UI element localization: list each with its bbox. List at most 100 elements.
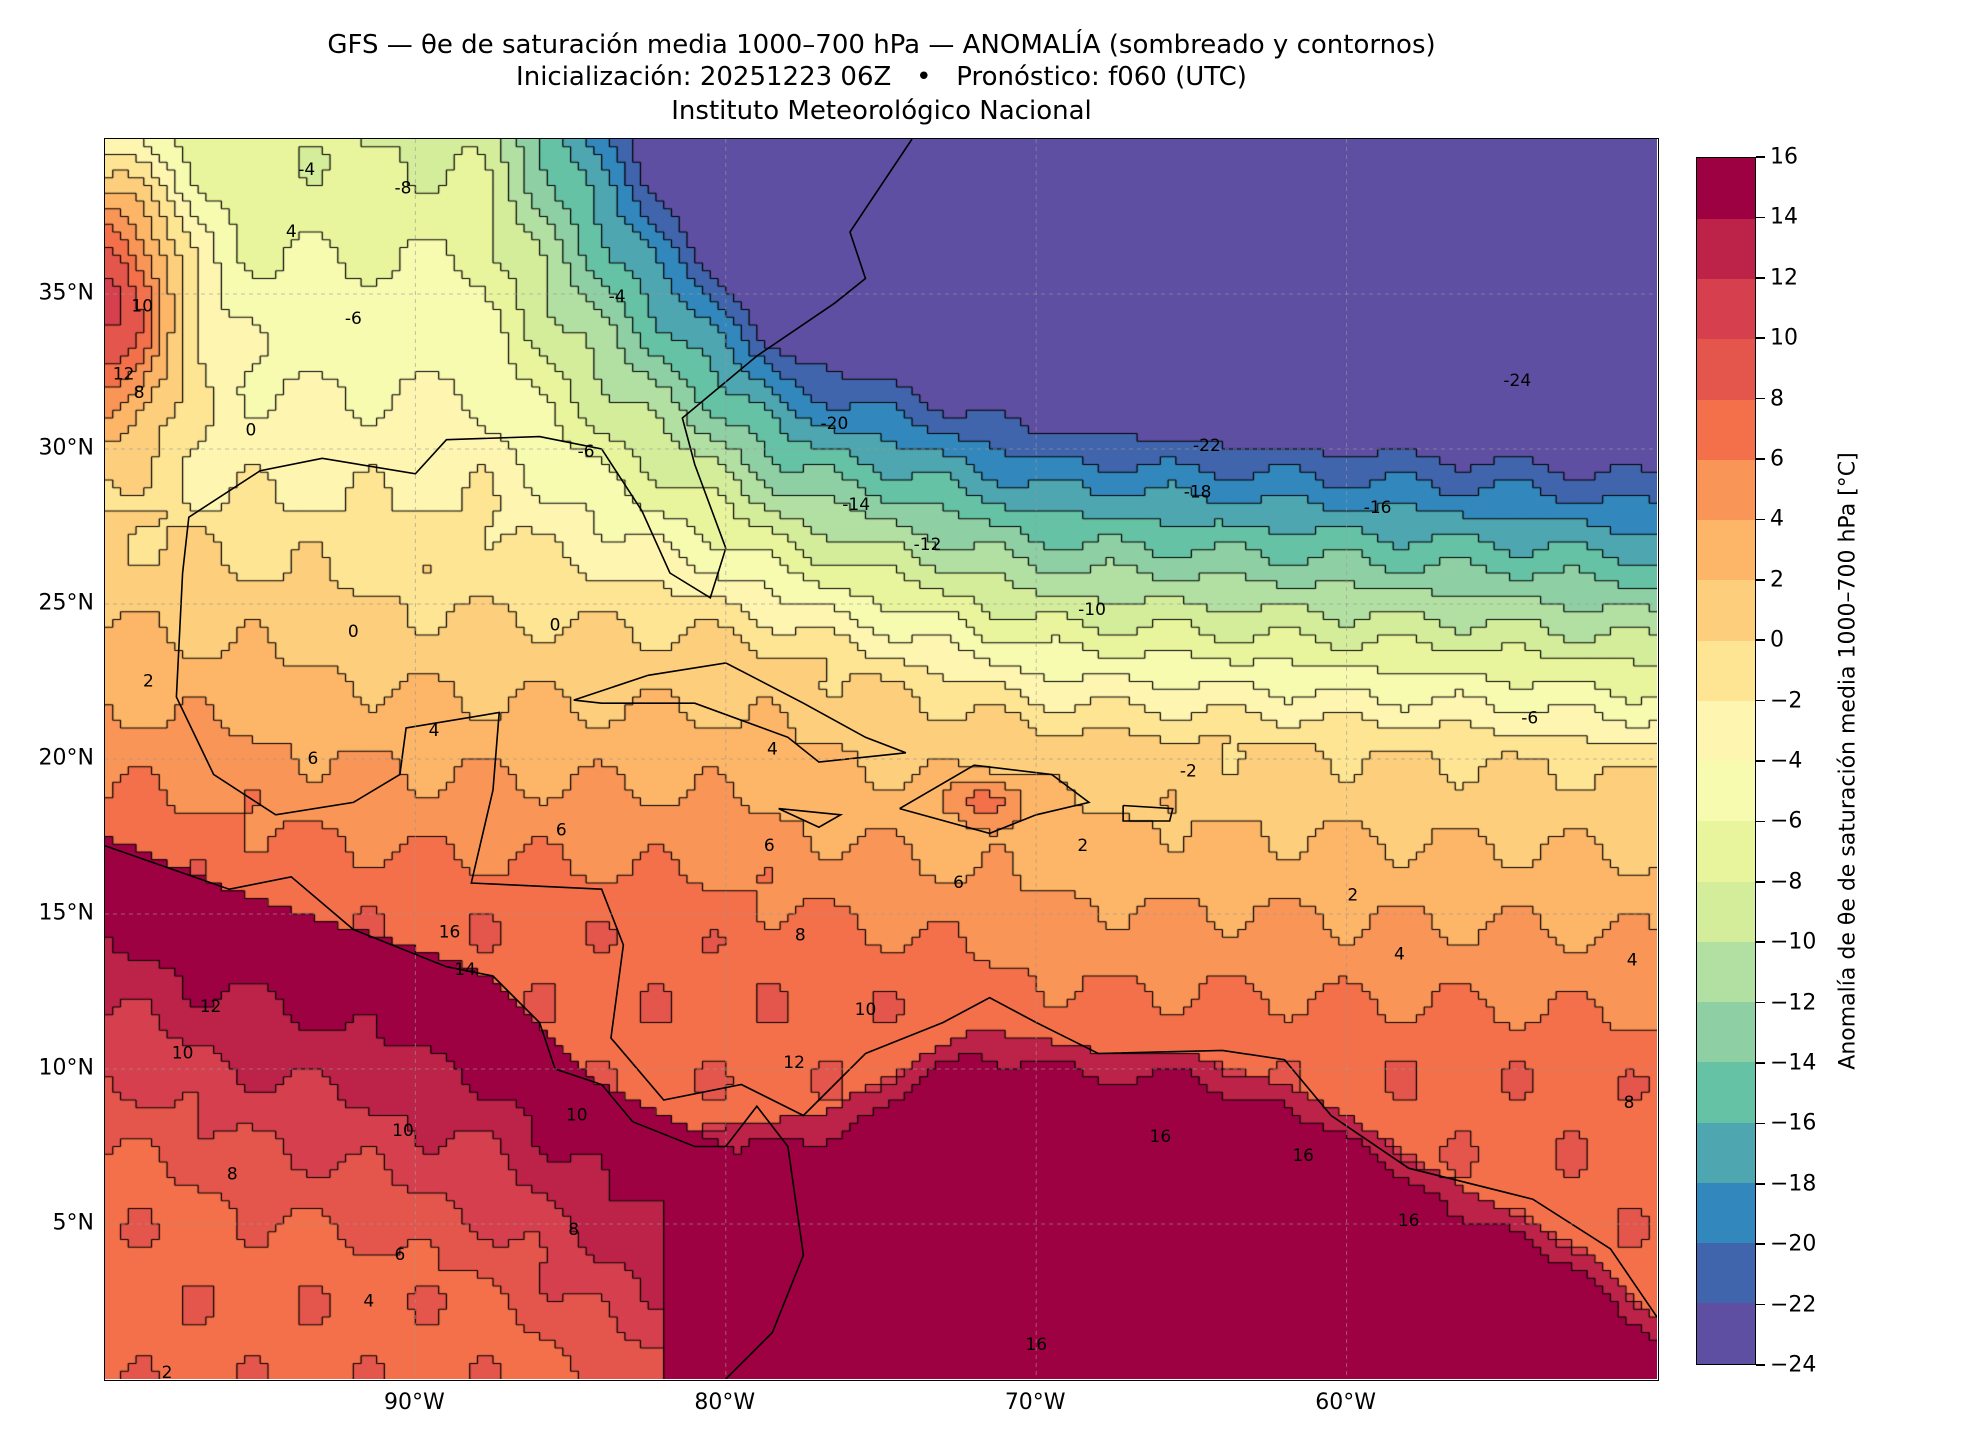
colorbar-tick-mark: [1756, 699, 1765, 702]
contour-label: 8: [227, 1164, 238, 1184]
contour-label: 10: [392, 1121, 414, 1141]
coastline: [181, 139, 913, 600]
colorbar-tick-mark: [1756, 518, 1765, 521]
colorbar-tick-label: 2: [1770, 567, 1784, 593]
contour-label: 12: [783, 1053, 805, 1073]
lat-tick-label: 35°N: [38, 280, 94, 306]
contour-label: 0: [550, 616, 561, 636]
contour-label: 10: [566, 1106, 588, 1126]
colorbar-tick-label: 4: [1770, 506, 1784, 532]
contour-label: 2: [143, 672, 154, 692]
lon-tick-label: 70°W: [1004, 1390, 1066, 1415]
colorbar-tick-mark: [1756, 458, 1765, 460]
contour-label: 16: [1398, 1211, 1420, 1231]
contour-label: 6: [394, 1245, 405, 1265]
colorbar-tick-mark: [1756, 277, 1765, 279]
contour-label: 10: [131, 296, 153, 316]
contour-label: 6: [764, 836, 775, 856]
colorbar-swatch: [1697, 399, 1755, 460]
colorbar-tick-label: −18: [1770, 1171, 1817, 1197]
colorbar-swatch: [1697, 820, 1755, 882]
map-axes: -24 -22 -20 -18 -16 -14 -12 -10 -6 -2 -8 -6 -4 -4 -6 0 0…: [104, 138, 1659, 1381]
colorbar-swatch: [1697, 1122, 1755, 1183]
contour-label: 2: [1077, 836, 1088, 856]
colorbar-tick-label: −22: [1770, 1292, 1817, 1318]
contour-label: -4: [609, 287, 626, 307]
colorbar-tick-label: −6: [1770, 808, 1803, 834]
lat-tick-label: 15°N: [38, 900, 94, 926]
colorbar-tick-label: 16: [1770, 144, 1798, 170]
colorbar-tick-mark: [1756, 1062, 1765, 1064]
contour-label: 4: [286, 222, 297, 242]
contour-label: 4: [1394, 944, 1405, 964]
colorbar-tick-mark: [1756, 820, 1765, 823]
contour-label: -6: [1521, 709, 1538, 729]
contour-label: -4: [298, 160, 315, 180]
colorbar-swatch: [1697, 1001, 1755, 1063]
colorbar-tick-label: −16: [1770, 1110, 1817, 1136]
colorbar-tick-label: 8: [1770, 386, 1784, 412]
colorbar-swatch: [1697, 459, 1755, 520]
lon-tick-label: 90°W: [384, 1390, 445, 1415]
colorbar-swatch: [1697, 158, 1755, 219]
colorbar-tick-mark: [1756, 156, 1765, 158]
contour-label: -20: [821, 414, 849, 434]
contour-label: 4: [1627, 951, 1638, 971]
contour-label: 10: [172, 1044, 194, 1064]
contour-label: 8: [1624, 1093, 1635, 1113]
lat-tick-label: 5°N: [52, 1210, 94, 1236]
colorbar-tick-label: 14: [1770, 204, 1798, 230]
colorbar-swatch: [1697, 1182, 1755, 1243]
colorbar-tick-mark: [1756, 1001, 1765, 1004]
contour-label: 16: [1150, 1127, 1172, 1147]
colorbar-swatch: [1697, 278, 1755, 340]
colorbar-tick-label: −24: [1770, 1352, 1817, 1378]
colorbar-swatch: [1697, 579, 1755, 641]
contour-label: 6: [308, 749, 319, 769]
lat-tick-label: 30°N: [38, 435, 94, 461]
contour-label: -14: [842, 495, 870, 515]
colorbar-tick-label: 6: [1770, 446, 1784, 472]
colorbar-tick-mark: [1756, 941, 1765, 943]
lon-tick-label: 60°W: [1315, 1390, 1376, 1415]
contour-label: 8: [134, 383, 145, 403]
lat-tick-label: 25°N: [38, 590, 94, 616]
contour-label: 16: [439, 923, 461, 943]
colorbar-tick-mark: [1756, 881, 1765, 883]
coastline: [105, 845, 805, 1379]
contour-label: -18: [1184, 482, 1212, 502]
contour-label: -24: [1503, 371, 1531, 391]
contour-label: 16: [1292, 1146, 1314, 1166]
lat-tick-label: 10°N: [38, 1055, 94, 1081]
map-overlay: -24 -22 -20 -18 -16 -14 -12 -10 -6 -2 -8 -6 -4 -4 -6 0 0…: [105, 139, 1657, 1379]
contour-label: -22: [1193, 436, 1221, 456]
contour-label: -6: [578, 442, 595, 462]
colorbar-tick-mark: [1756, 337, 1765, 339]
contour-label: 10: [855, 1000, 877, 1020]
contour-label: 8: [568, 1220, 579, 1240]
contour-label: -6: [345, 309, 362, 329]
figure-institution: Instituto Meteorológico Nacional: [671, 96, 1092, 126]
contour-label: 0: [348, 622, 359, 642]
colorbar-tick-mark: [1756, 1183, 1765, 1185]
colorbar-tick-label: −2: [1770, 688, 1803, 714]
colorbar-tick-mark: [1756, 1364, 1765, 1366]
colorbar-tick-label: 12: [1770, 265, 1798, 291]
contour-label: 14: [454, 960, 476, 980]
contour-label: 2: [1347, 885, 1358, 905]
figure-title: GFS — θe de saturación media 1000–700 hP…: [327, 30, 1436, 60]
colorbar-tick-mark: [1756, 397, 1765, 400]
coastline: [1122, 804, 1174, 822]
colorbar-swatch: [1697, 519, 1755, 581]
lat-tick-label: 20°N: [38, 745, 94, 771]
coastline: [573, 662, 907, 763]
colorbar-tick-label: −4: [1770, 748, 1803, 774]
colorbar-swatch: [1697, 640, 1755, 701]
contour-label: 0: [245, 420, 256, 440]
colorbar-swatch: [1697, 700, 1755, 761]
colorbar-swatch: [1697, 1242, 1755, 1304]
colorbar-tick-label: −12: [1770, 990, 1817, 1016]
colorbar-tick-label: 10: [1770, 325, 1798, 351]
contour-label: -10: [1078, 600, 1106, 620]
contour-label: 12: [113, 365, 135, 385]
